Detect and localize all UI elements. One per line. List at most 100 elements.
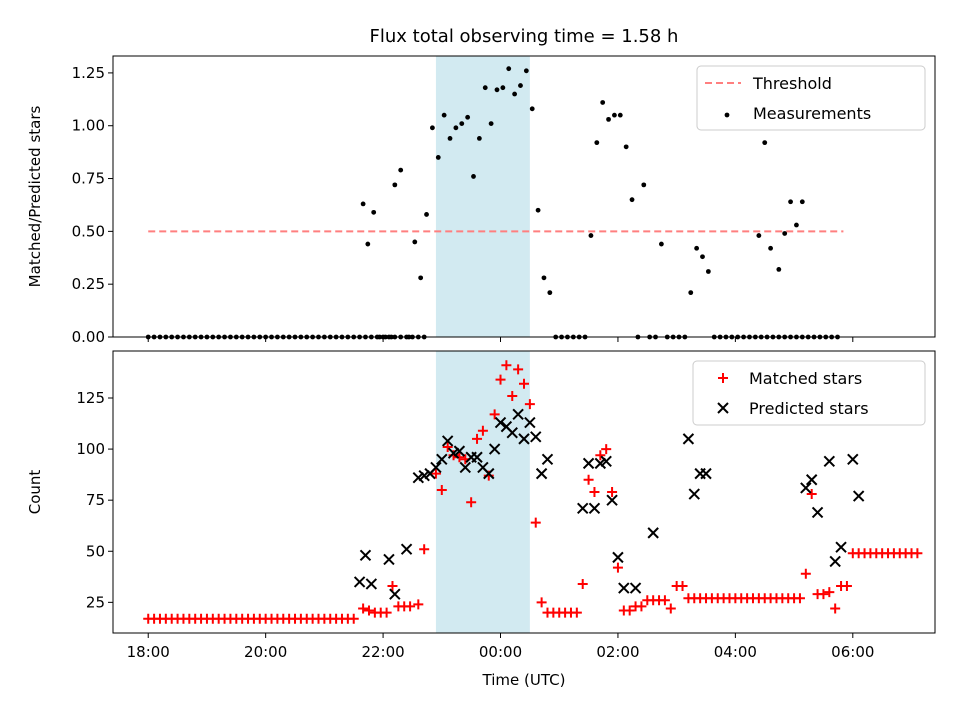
data-point: [494, 416, 507, 429]
data-point: [466, 497, 477, 508]
data-point: [348, 613, 359, 624]
data-point: [700, 254, 705, 260]
y-tick-label: 25: [86, 593, 105, 611]
data-point: [582, 457, 595, 470]
data-point: [494, 87, 500, 93]
data-point: [471, 174, 476, 179]
data-point: [768, 245, 773, 251]
data-point: [682, 433, 695, 445]
data-point: [536, 597, 547, 608]
data-point: [483, 467, 495, 480]
x-tick-label: 20:00: [244, 643, 287, 661]
data-point: [571, 607, 582, 618]
data-point: [424, 212, 429, 217]
data-point: [688, 290, 694, 296]
data-point: [488, 443, 501, 455]
data-point: [459, 461, 471, 474]
data-point: [705, 269, 711, 274]
data-point: [419, 544, 430, 555]
data-point: [607, 487, 618, 497]
panel-1: 0.00 0.25 0.50 0.75 1.00 1.25 Matched/Predicte…: [26, 26, 936, 346]
data-point: [398, 167, 404, 173]
data-point: [482, 85, 488, 91]
data-point: [371, 209, 377, 215]
data-point: [535, 467, 548, 480]
data-point: [389, 588, 401, 600]
data-point: [441, 112, 447, 118]
legend-swatch: [718, 373, 728, 383]
data-point: [430, 468, 441, 479]
data-point: [392, 182, 398, 188]
data-point: [629, 582, 642, 594]
highlight-span: [435, 56, 530, 337]
data-point: [756, 233, 762, 238]
legend-box: [696, 65, 926, 131]
data-point: [688, 488, 700, 500]
data-point: [659, 595, 670, 606]
data-point: [588, 233, 594, 238]
data-point: [794, 593, 805, 604]
data-point: [512, 408, 524, 421]
data-point: [589, 487, 600, 497]
x-tick-label: 18:00: [127, 643, 170, 661]
data-point: [513, 364, 524, 375]
data-point: [647, 527, 659, 539]
data-point: [436, 484, 447, 495]
data-point: [518, 433, 530, 445]
plot-frame: [112, 350, 936, 634]
data-point: [658, 241, 664, 247]
data-point: [636, 601, 647, 612]
x-tick-label: 00:00: [479, 643, 522, 661]
data-point: [818, 589, 829, 600]
data-point: [618, 582, 630, 594]
data-point: [624, 605, 635, 616]
data-point: [459, 121, 465, 127]
data-point: [500, 85, 506, 91]
data-point: [595, 450, 606, 461]
data-point: [465, 114, 471, 120]
series-predicted-stars: [353, 408, 865, 600]
highlight-span: [435, 351, 530, 633]
data-point: [601, 444, 612, 455]
data-point: [489, 409, 500, 420]
data-point: [412, 239, 418, 245]
data-point: [358, 603, 369, 614]
data-point: [495, 374, 506, 385]
y-tick-label: 0.25: [72, 275, 105, 293]
data-point: [852, 490, 865, 502]
data-point: [594, 140, 600, 146]
data-point: [477, 425, 488, 436]
y-axis-label: Count: [26, 470, 44, 515]
data-point: [488, 121, 494, 127]
y-tick-label: 0.00: [72, 328, 105, 346]
data-point: [830, 603, 841, 614]
data-point: [547, 290, 553, 296]
data-point: [806, 489, 817, 500]
data-point: [629, 197, 635, 203]
data-point: [405, 601, 416, 612]
data-point: [413, 599, 424, 610]
x-tick-label: 06:00: [831, 643, 874, 661]
data-point: [700, 467, 712, 480]
data-point: [447, 135, 453, 141]
plot-frame: [112, 55, 936, 338]
y-tick-label: 1.25: [72, 64, 105, 82]
data-point: [506, 427, 518, 439]
data-point: [811, 506, 824, 519]
data-point: [912, 548, 923, 559]
data-point: [606, 116, 611, 122]
data-point: [606, 494, 618, 506]
data-point: [794, 222, 799, 228]
x-axis-label: Time (UTC): [482, 671, 566, 689]
y-axis-label: Matched/Predicted stars: [26, 106, 44, 288]
y-tick-label: 75: [86, 491, 105, 509]
data-point: [512, 91, 518, 97]
data-point: [824, 587, 835, 598]
x-tick-label: 02:00: [596, 643, 639, 661]
data-point: [541, 275, 547, 281]
legend: Threshold Measurements: [696, 65, 926, 131]
data-point: [381, 607, 392, 618]
data-point: [400, 543, 413, 555]
data-point: [782, 231, 788, 236]
data-point: [519, 378, 529, 389]
